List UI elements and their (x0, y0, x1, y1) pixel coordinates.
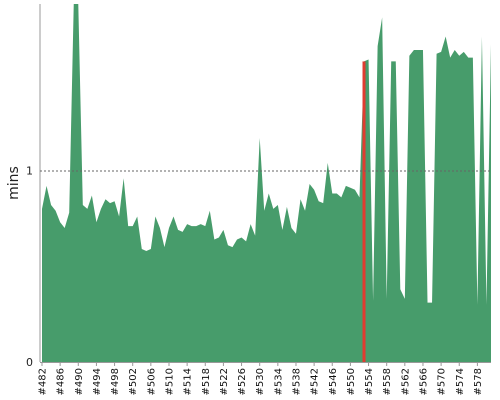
x-tick-label: #534 (273, 368, 284, 395)
x-tick-label: #578 (473, 368, 484, 395)
y-tick-labels: 01 (26, 165, 33, 369)
x-tick-label: #538 (291, 368, 302, 395)
highlighted-build-marker (362, 61, 366, 363)
x-tick-label: #490 (74, 368, 85, 395)
x-tick-label: #502 (128, 368, 139, 395)
x-tick-labels: #482 #486 #490 #494 #498 #502 #506 #510 #514 #518… (38, 362, 484, 395)
x-tick-label: #522 (219, 368, 230, 395)
x-tick-label: #550 (346, 368, 357, 395)
y-tick-label: 1 (26, 165, 33, 178)
x-tick-label: #574 (455, 368, 466, 395)
x-tick-label: #558 (382, 368, 393, 395)
x-tick-label: #562 (400, 368, 411, 395)
x-tick-label: #518 (201, 368, 212, 395)
x-tick-label: #546 (328, 368, 339, 395)
plot-area (42, 4, 491, 363)
x-tick-label: #498 (110, 368, 121, 395)
x-tick-label: #570 (437, 368, 448, 395)
x-tick-label: #506 (146, 368, 157, 395)
x-tick-label: #566 (418, 368, 429, 395)
x-tick-label: #510 (164, 368, 175, 395)
x-tick-label: #486 (56, 368, 67, 395)
x-tick-label: #526 (237, 368, 248, 395)
x-tick-label: #542 (310, 368, 321, 395)
duration-area (42, 4, 491, 362)
x-tick-label: #530 (255, 368, 266, 395)
x-tick-label: #514 (183, 368, 194, 395)
y-tick-label: 0 (26, 356, 33, 369)
x-tick-label: #554 (364, 368, 375, 395)
x-tick-label: #482 (38, 368, 49, 395)
y-axis-label: mins (6, 166, 22, 200)
x-tick-label: #494 (92, 368, 103, 395)
